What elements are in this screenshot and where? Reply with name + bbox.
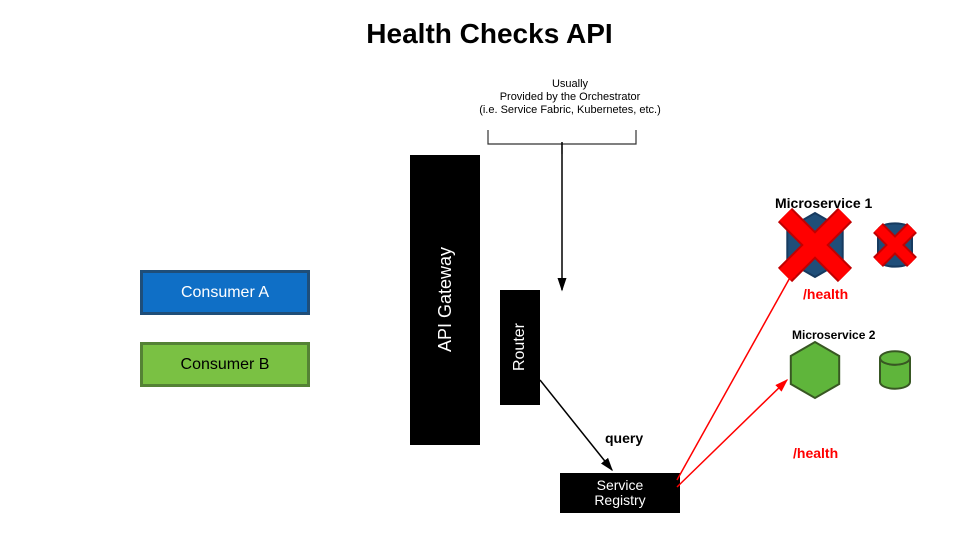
arrow-registry-to-ms1 [677, 265, 797, 480]
api-gateway-box: API Gateway [410, 155, 480, 445]
page-title: Health Checks API [0, 18, 979, 50]
query-label: query [605, 430, 643, 446]
subtitle-line2: Provided by the Orchestrator [500, 91, 641, 103]
failed-x-icon-2 [878, 228, 912, 262]
service-registry-box: Service Registry [560, 473, 680, 513]
orchestrator-subtitle: Usually Provided by the Orchestrator (i.… [440, 78, 700, 118]
health-2-label: /health [793, 445, 838, 461]
arrow-router-to-registry [540, 380, 612, 470]
subtitle-line3: (i.e. Service Fabric, Kubernetes, etc.) [479, 104, 661, 116]
microservice-1-label: Microservice 1 [775, 195, 872, 211]
service-registry-label: Service Registry [594, 478, 645, 509]
orchestrator-bracket [488, 130, 636, 154]
microservice-1-db-icon [878, 223, 912, 266]
arrow-registry-to-ms2 [677, 380, 787, 487]
consumer-b-label: Consumer B [181, 356, 270, 374]
router-box: Router [500, 290, 540, 405]
consumer-a-box: Consumer A [140, 270, 310, 315]
microservice-2-db-icon [880, 351, 910, 389]
microservice-2-label: Microservice 2 [792, 328, 875, 342]
microservice-1-hexagon [787, 213, 842, 277]
microservice-2-hexagon [791, 342, 839, 398]
subtitle-line1: Usually [552, 78, 588, 90]
consumer-a-label: Consumer A [181, 284, 269, 302]
consumer-b-box: Consumer B [140, 342, 310, 387]
router-label: Router [511, 323, 529, 371]
health-1-label: /health [803, 286, 848, 302]
failed-x-icon-1 [785, 215, 845, 275]
api-gateway-label: API Gateway [435, 247, 456, 352]
